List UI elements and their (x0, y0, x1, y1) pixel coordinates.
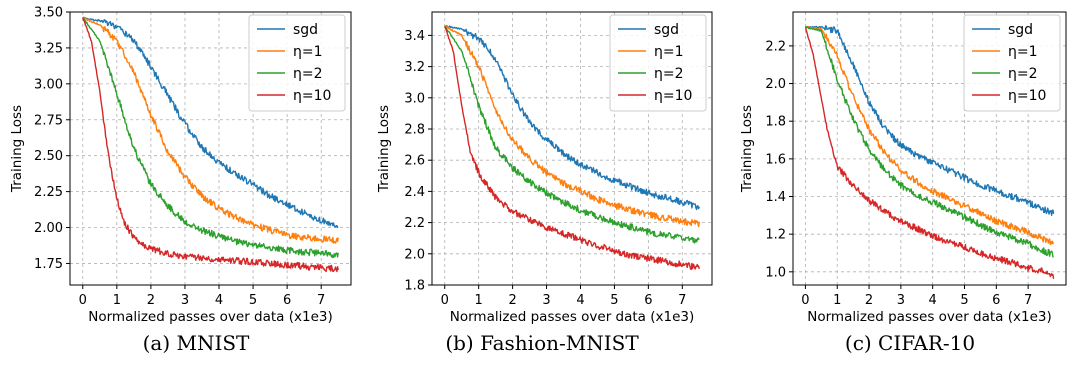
y-tick-label: 1.2 (765, 228, 786, 243)
series-line-2 (82, 16, 339, 244)
legend-box (248, 14, 346, 112)
y-tick-label: 1.75 (34, 257, 63, 272)
series-line-4 (82, 17, 339, 273)
y-tick-label: 2.2 (404, 216, 425, 231)
legend-label: η=2 (293, 66, 323, 82)
x-tick-label: 7 (678, 293, 686, 308)
y-tick-label: 3.25 (34, 41, 63, 56)
x-tick-label: 1 (113, 293, 121, 308)
chart-caption: (a) MNIST (143, 331, 250, 355)
legend-box (609, 14, 707, 112)
y-tick-label: 2.2 (765, 39, 786, 54)
y-tick-label: 1.6 (765, 152, 786, 167)
x-tick-label: 6 (283, 293, 291, 308)
legend-label: sgd (1008, 22, 1033, 38)
y-tick-label: 2.00 (34, 221, 63, 236)
y-tick-label: 3.50 (34, 6, 63, 21)
y-tick-label: 3.00 (34, 77, 63, 92)
y-tick-label: 1.8 (765, 115, 786, 130)
x-tick-label: 3 (897, 293, 905, 308)
plot-frame (792, 11, 1067, 286)
y-tick-label: 2.50 (34, 149, 63, 164)
x-tick-label: 6 (992, 293, 1000, 308)
series-line-3 (805, 25, 1054, 258)
chart-panel-1: 0 1 2 3 4 5 6 7 1.75 2.00 2.25 2.50 2.75 3.00 3.25 3.50… (9, 6, 352, 355)
y-axis-label: Training Loss (739, 105, 755, 193)
legend-label: η=1 (1008, 44, 1038, 60)
chart-panel-3: 0 1 2 3 4 5 6 7 1.0 1.2 1.4 1.6 1.8 2.0 2.2 Normalized … (739, 11, 1067, 355)
y-tick-label: 2.4 (404, 185, 425, 200)
x-tick-label: 4 (929, 293, 937, 308)
x-tick-label: 4 (215, 293, 223, 308)
x-axis-label: Normalized passes over data (x1e3) (450, 309, 695, 325)
y-tick-label: 3.4 (404, 29, 425, 44)
series-line-4 (444, 26, 700, 271)
y-tick-label: 2.0 (404, 247, 425, 262)
legend-label: η=2 (1008, 66, 1038, 82)
y-tick-label: 3.2 (404, 60, 425, 75)
x-tick-label: 0 (441, 293, 449, 308)
legend-label: η=10 (1008, 88, 1046, 104)
legend-label: η=1 (654, 44, 684, 60)
x-tick-label: 5 (960, 293, 968, 308)
x-tick-label: 4 (576, 293, 584, 308)
y-tick-label: 2.25 (34, 185, 63, 200)
legend-label: η=2 (654, 66, 684, 82)
plot-frame (69, 11, 352, 286)
x-tick-label: 2 (508, 293, 516, 308)
series-line-3 (444, 25, 700, 244)
chart-panel-2: 0 1 2 3 4 5 6 7 1.8 2.0 2.2 2.4 2.6 2.8 3.0 3.2 3.4 Norma… (376, 11, 713, 355)
x-tick-label: 7 (1024, 293, 1032, 308)
series-line-3 (82, 16, 339, 259)
legend-label: sgd (654, 22, 679, 38)
x-tick-label: 5 (249, 293, 257, 308)
legend-label: η=1 (293, 44, 323, 60)
x-tick-label: 2 (865, 293, 873, 308)
y-tick-label: 1.4 (765, 190, 786, 205)
plot-frame (431, 11, 713, 286)
series-line-4 (804, 27, 1055, 279)
x-axis-label: Normalized passes over data (x1e3) (88, 309, 333, 325)
x-tick-label: 3 (181, 293, 189, 308)
series-line-1 (82, 16, 339, 228)
x-tick-label: 3 (542, 293, 550, 308)
chart-caption: (b) Fashion-MNIST (445, 331, 639, 355)
series-line-1 (444, 24, 700, 211)
legend-label: sgd (293, 22, 318, 38)
legend-label: η=10 (654, 88, 692, 104)
legend-label: η=10 (293, 88, 331, 104)
y-tick-label: 2.8 (404, 123, 425, 138)
x-tick-label: 0 (801, 293, 809, 308)
series-line-2 (444, 25, 700, 228)
y-tick-label: 2.75 (34, 113, 63, 128)
x-tick-label: 6 (644, 293, 652, 308)
y-axis-label: Training Loss (376, 105, 392, 193)
legend-box (963, 14, 1061, 112)
y-tick-label: 3.0 (404, 91, 425, 106)
series-line-1 (805, 25, 1055, 216)
y-tick-label: 1.8 (404, 279, 425, 294)
x-tick-label: 1 (833, 293, 841, 308)
x-tick-label: 5 (610, 293, 618, 308)
series-line-2 (805, 25, 1055, 246)
y-axis-label: Training Loss (9, 105, 25, 193)
chart-caption: (c) CIFAR-10 (845, 331, 975, 355)
y-tick-label: 2.0 (765, 77, 786, 92)
x-tick-label: 1 (475, 293, 483, 308)
y-tick-label: 2.6 (404, 154, 425, 169)
x-tick-label: 2 (147, 293, 155, 308)
y-tick-label: 1.0 (765, 265, 786, 280)
x-tick-label: 7 (317, 293, 325, 308)
x-axis-label: Normalized passes over data (x1e3) (807, 309, 1052, 325)
x-tick-label: 0 (79, 293, 87, 308)
